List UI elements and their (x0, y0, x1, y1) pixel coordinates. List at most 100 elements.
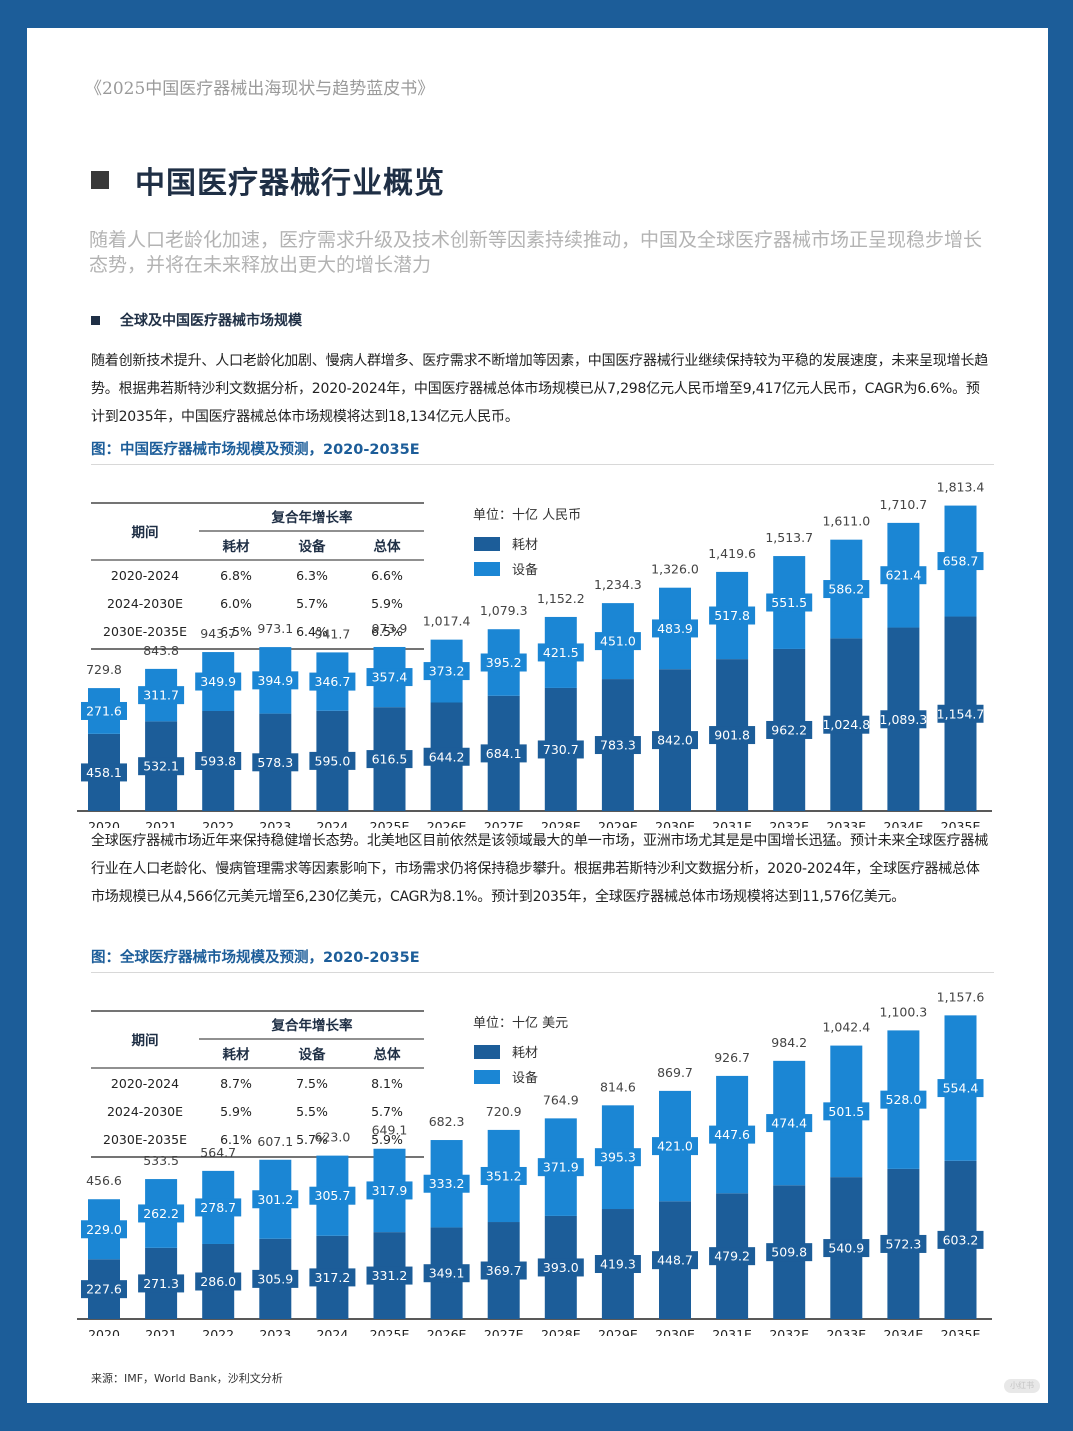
x-tick-label: 2025E (370, 1327, 410, 1336)
data-label-consumables: 578.3 (257, 755, 293, 770)
data-label-consumables: 572.3 (886, 1236, 922, 1251)
data-label-consumables: 305.9 (257, 1271, 293, 1286)
data-label-consumables: 509.8 (771, 1245, 807, 1260)
table-cell: 6.1% (220, 1132, 252, 1147)
data-label-consumables: 842.0 (657, 733, 693, 748)
data-label-equipment: 501.5 (828, 1104, 864, 1119)
x-tick-label: 2027E (484, 1327, 524, 1336)
data-label-total: 1,100.3 (880, 1004, 928, 1019)
x-tick-label: 2028E (541, 819, 581, 828)
unit-label: 单位：十亿 人民币 (473, 508, 581, 523)
paragraph-global: 全球医疗器械市场近年来保持稳健增长态势。北美地区目前依然是该领域最大的单一市场，… (91, 833, 988, 905)
data-label-consumables: 317.2 (315, 1270, 351, 1285)
data-label-equipment: 586.2 (828, 582, 864, 597)
table-cell: 7.5% (296, 1076, 328, 1091)
data-label-equipment: 447.6 (714, 1127, 750, 1142)
data-label-total: 843.8 (143, 643, 179, 658)
data-label-total: 1,017.4 (423, 614, 471, 629)
data-label-equipment: 229.0 (86, 1222, 122, 1237)
table-row-period: 2020-2024 (111, 1076, 179, 1091)
x-tick-label: 2023 (259, 819, 291, 828)
data-label-total: 1,611.0 (822, 514, 870, 529)
legend-label: 设备 (512, 1070, 538, 1086)
data-label-total: 984.2 (771, 1035, 807, 1050)
label-box-consumables (652, 1251, 698, 1270)
data-label-equipment: 278.7 (200, 1200, 236, 1215)
data-label-consumables: 448.7 (657, 1253, 693, 1268)
data-label-equipment: 317.9 (372, 1183, 408, 1198)
data-label-consumables: 286.0 (200, 1274, 236, 1289)
label-box-equipment (766, 593, 813, 612)
label-box-consumables (937, 1230, 984, 1249)
data-label-equipment: 474.4 (771, 1116, 807, 1131)
table-cell: 8.1% (371, 1076, 403, 1091)
legend-label: 耗材 (512, 538, 538, 553)
data-label-total: 1,326.0 (651, 562, 699, 577)
data-label-consumables: 227.6 (86, 1282, 122, 1297)
data-label-total: 1,042.4 (822, 1020, 870, 1035)
data-label-equipment: 333.2 (429, 1176, 465, 1191)
title-block: 中国医疗器械行业概览 (91, 158, 445, 202)
data-label-equipment: 395.3 (600, 1150, 636, 1165)
table-cell: 6.5% (220, 624, 252, 639)
label-box-equipment (81, 701, 127, 720)
data-label-equipment: 305.7 (315, 1188, 351, 1203)
data-label-equipment: 421.0 (657, 1139, 693, 1154)
legend-swatch-consumables (474, 537, 500, 551)
data-label-total: 1,419.6 (708, 546, 756, 561)
label-box-equipment (309, 1186, 356, 1205)
x-tick-label: 2022 (202, 819, 234, 828)
data-label-total: 623.0 (315, 1130, 351, 1145)
label-box-consumables (480, 744, 527, 763)
data-label-total: 729.8 (86, 662, 122, 677)
data-label-total: 941.7 (315, 626, 351, 641)
section-square-icon (91, 315, 100, 325)
label-box-consumables (309, 751, 356, 770)
label-box-consumables (480, 1261, 527, 1280)
label-box-equipment (537, 643, 584, 662)
data-label-total: 926.7 (714, 1050, 750, 1065)
label-box-equipment (594, 632, 641, 651)
label-box-equipment (195, 1198, 242, 1217)
unit-label: 单位：十亿 美元 (473, 1016, 568, 1031)
table-cell: 5.7% (296, 596, 328, 611)
data-label-equipment: 371.9 (543, 1160, 579, 1175)
label-box-consumables (309, 1268, 356, 1287)
label-box-equipment (195, 672, 242, 691)
legend-swatch-consumables (474, 1045, 500, 1059)
x-tick-label: 2020 (88, 1327, 120, 1336)
label-box-equipment (309, 672, 356, 691)
x-tick-label: 2030E (655, 1327, 695, 1336)
table-cell: 6.8% (220, 568, 252, 583)
data-label-consumables: 393.0 (543, 1260, 579, 1275)
x-tick-label: 2021 (145, 819, 177, 828)
data-label-consumables: 458.1 (86, 765, 122, 780)
data-label-consumables: 1,024.8 (822, 717, 870, 732)
data-label-equipment: 301.2 (257, 1192, 293, 1207)
table-row-period: 2024-2030E (107, 1104, 183, 1119)
table-cell: 6.0% (220, 596, 252, 611)
data-label-consumables: 331.2 (372, 1268, 408, 1283)
table-column-header: 耗材 (223, 538, 250, 555)
label-box-equipment (423, 1174, 470, 1193)
x-tick-label: 2034E (884, 1327, 924, 1336)
label-box-consumables (423, 1264, 470, 1283)
data-label-total: 456.6 (86, 1173, 122, 1188)
data-label-total: 764.9 (543, 1092, 579, 1107)
label-box-equipment (81, 1220, 127, 1239)
label-box-consumables (880, 710, 927, 729)
x-tick-label: 2022 (202, 1327, 234, 1336)
label-box-consumables (366, 1266, 413, 1285)
table-cell: 5.5% (296, 1104, 328, 1119)
label-box-consumables (195, 751, 242, 770)
table-cell: 6.6% (371, 568, 403, 583)
table-cell: 6.4% (296, 624, 328, 639)
label-box-equipment (652, 619, 698, 638)
source-note: 来源：IMF，World Bank，沙利文分析 (91, 1372, 283, 1385)
label-box-consumables (423, 747, 470, 766)
data-label-consumables: 962.2 (771, 722, 807, 737)
data-label-total: 943.7 (200, 626, 236, 641)
label-box-equipment (709, 1125, 756, 1144)
legend-label: 设备 (512, 562, 538, 578)
